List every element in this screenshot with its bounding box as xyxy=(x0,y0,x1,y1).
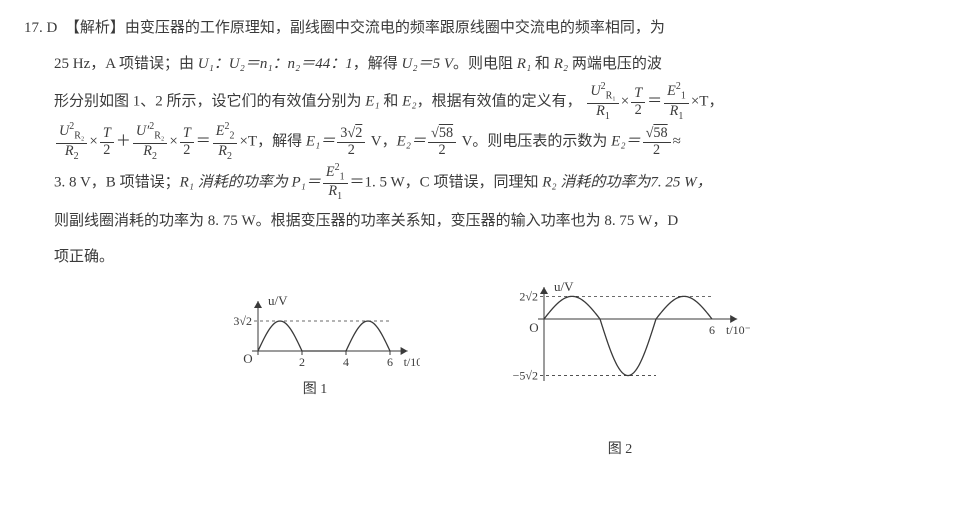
xT2: ×T xyxy=(239,134,257,150)
answer-letter: D xyxy=(47,20,58,36)
svg-text:2: 2 xyxy=(299,355,305,369)
sq58a: 58 xyxy=(439,125,453,141)
frac-r58o2b: √582 xyxy=(643,126,671,158)
p1: P₁＝ xyxy=(291,174,320,190)
e2show: E₂＝ xyxy=(611,134,640,150)
frac-e1r1: E21R1 xyxy=(664,82,689,122)
e2: E₂ xyxy=(402,94,416,110)
t3a: 形分别如图 1、2 所示，设它们的有效值分别为 xyxy=(54,94,365,110)
p1pre: R₁ 消耗的功率为 xyxy=(180,174,292,190)
ratio: U₁：U₂＝n₁：n₂＝44：1 xyxy=(198,56,353,72)
t3b: ，根据有效值的定义有， xyxy=(417,94,582,110)
and: 和 xyxy=(531,56,554,72)
frac-ur1: U2R₁R1 xyxy=(587,82,618,122)
fig2-plot: O 6 2√2 −5√2 u/V t/10⁻² s xyxy=(490,281,750,431)
frac-3r2o2: 3√22 xyxy=(337,126,365,158)
comma1: ， xyxy=(708,94,723,110)
u2: U₂＝5 V xyxy=(402,56,453,72)
svg-text:2√2: 2√2 xyxy=(519,289,538,303)
t2c: 。则电阻 xyxy=(453,56,517,72)
svg-text:3√2: 3√2 xyxy=(233,314,252,328)
t4b: ，解得 xyxy=(257,134,306,150)
svg-text:t/10⁻² s: t/10⁻² s xyxy=(404,355,420,369)
t2b: ，解得 xyxy=(353,56,402,72)
fig1-caption: 图 1 xyxy=(210,373,420,407)
t5a: 3. 8 V，B 项错误； xyxy=(54,174,180,190)
frac-r58o2a: √582 xyxy=(428,126,456,158)
svg-text:4: 4 xyxy=(343,355,349,369)
xT1: ×T xyxy=(691,94,709,110)
r1: R₁ xyxy=(517,56,531,72)
svg-text:t/10⁻² s: t/10⁻² s xyxy=(726,323,750,337)
t4d: V。则电压表的示数为 xyxy=(458,134,611,150)
e2pre: E₂＝ xyxy=(397,134,426,150)
fig2-caption: 图 2 xyxy=(490,433,750,467)
sq58b: 58 xyxy=(653,125,667,141)
problem-number: 17. xyxy=(24,20,43,36)
t1: 由变压器的工作原理知，副线圈中交流电的频率跟原线圈中交流电的频率相同，为 xyxy=(125,20,665,36)
frac-upr2: U′2R₂R2 xyxy=(133,122,168,162)
t2d: 两端电压的波 xyxy=(568,56,662,72)
sq2a: 2 xyxy=(355,125,362,141)
svg-text:u/V: u/V xyxy=(554,281,574,294)
e1: E₁ xyxy=(365,94,379,110)
analysis-tag: 【解析】 xyxy=(65,20,125,36)
figure-2: O 6 2√2 −5√2 u/V t/10⁻² s 图 2 xyxy=(490,281,750,467)
p1val: ＝1. 5 W，C 项错误，同理知 xyxy=(350,174,543,190)
r2p: R₂ 消耗的功率为7. 25 W， xyxy=(542,174,711,190)
t6: 则副线圈消耗的功率为 8. 75 W。根据变压器的功率关系知，变压器的输入功率也… xyxy=(54,213,678,229)
frac-t2a: T2 xyxy=(631,86,645,118)
solution-text: 17. D 【解析】由变压器的工作原理知，副线圈中交流电的频率跟原线圈中交流电的… xyxy=(24,10,936,275)
svg-text:O: O xyxy=(529,320,538,335)
t4c: V， xyxy=(367,134,396,150)
and2: 和 xyxy=(380,94,403,110)
approx: ≈ xyxy=(673,134,681,150)
figure-1: 2 4 6 O 3√2 u/V t/10⁻² s 图 1 xyxy=(210,281,420,467)
figures-row: 2 4 6 O 3√2 u/V t/10⁻² s 图 1 O 6 2√2 −5√2 u/V t/10⁻… xyxy=(24,281,936,467)
svg-text:6: 6 xyxy=(709,323,715,337)
svg-text:6: 6 xyxy=(387,355,393,369)
frac-p1: E21R1 xyxy=(323,163,348,203)
fig1-plot: 2 4 6 O 3√2 u/V t/10⁻² s xyxy=(210,281,420,371)
frac-t2b: T2 xyxy=(100,126,114,158)
svg-text:O: O xyxy=(243,351,252,366)
r2: R₂ xyxy=(554,56,568,72)
t2a: 25 Hz，A 项错误；由 xyxy=(54,56,198,72)
frac-t2c: T2 xyxy=(180,126,194,158)
e1pre: E₁＝ xyxy=(306,134,335,150)
svg-text:−5√2: −5√2 xyxy=(513,369,538,383)
t7: 项正确。 xyxy=(54,249,114,265)
svg-text:u/V: u/V xyxy=(268,293,288,308)
frac-e2r2: E22R2 xyxy=(213,122,238,162)
frac-ur2: U2R₂R2 xyxy=(56,122,87,162)
